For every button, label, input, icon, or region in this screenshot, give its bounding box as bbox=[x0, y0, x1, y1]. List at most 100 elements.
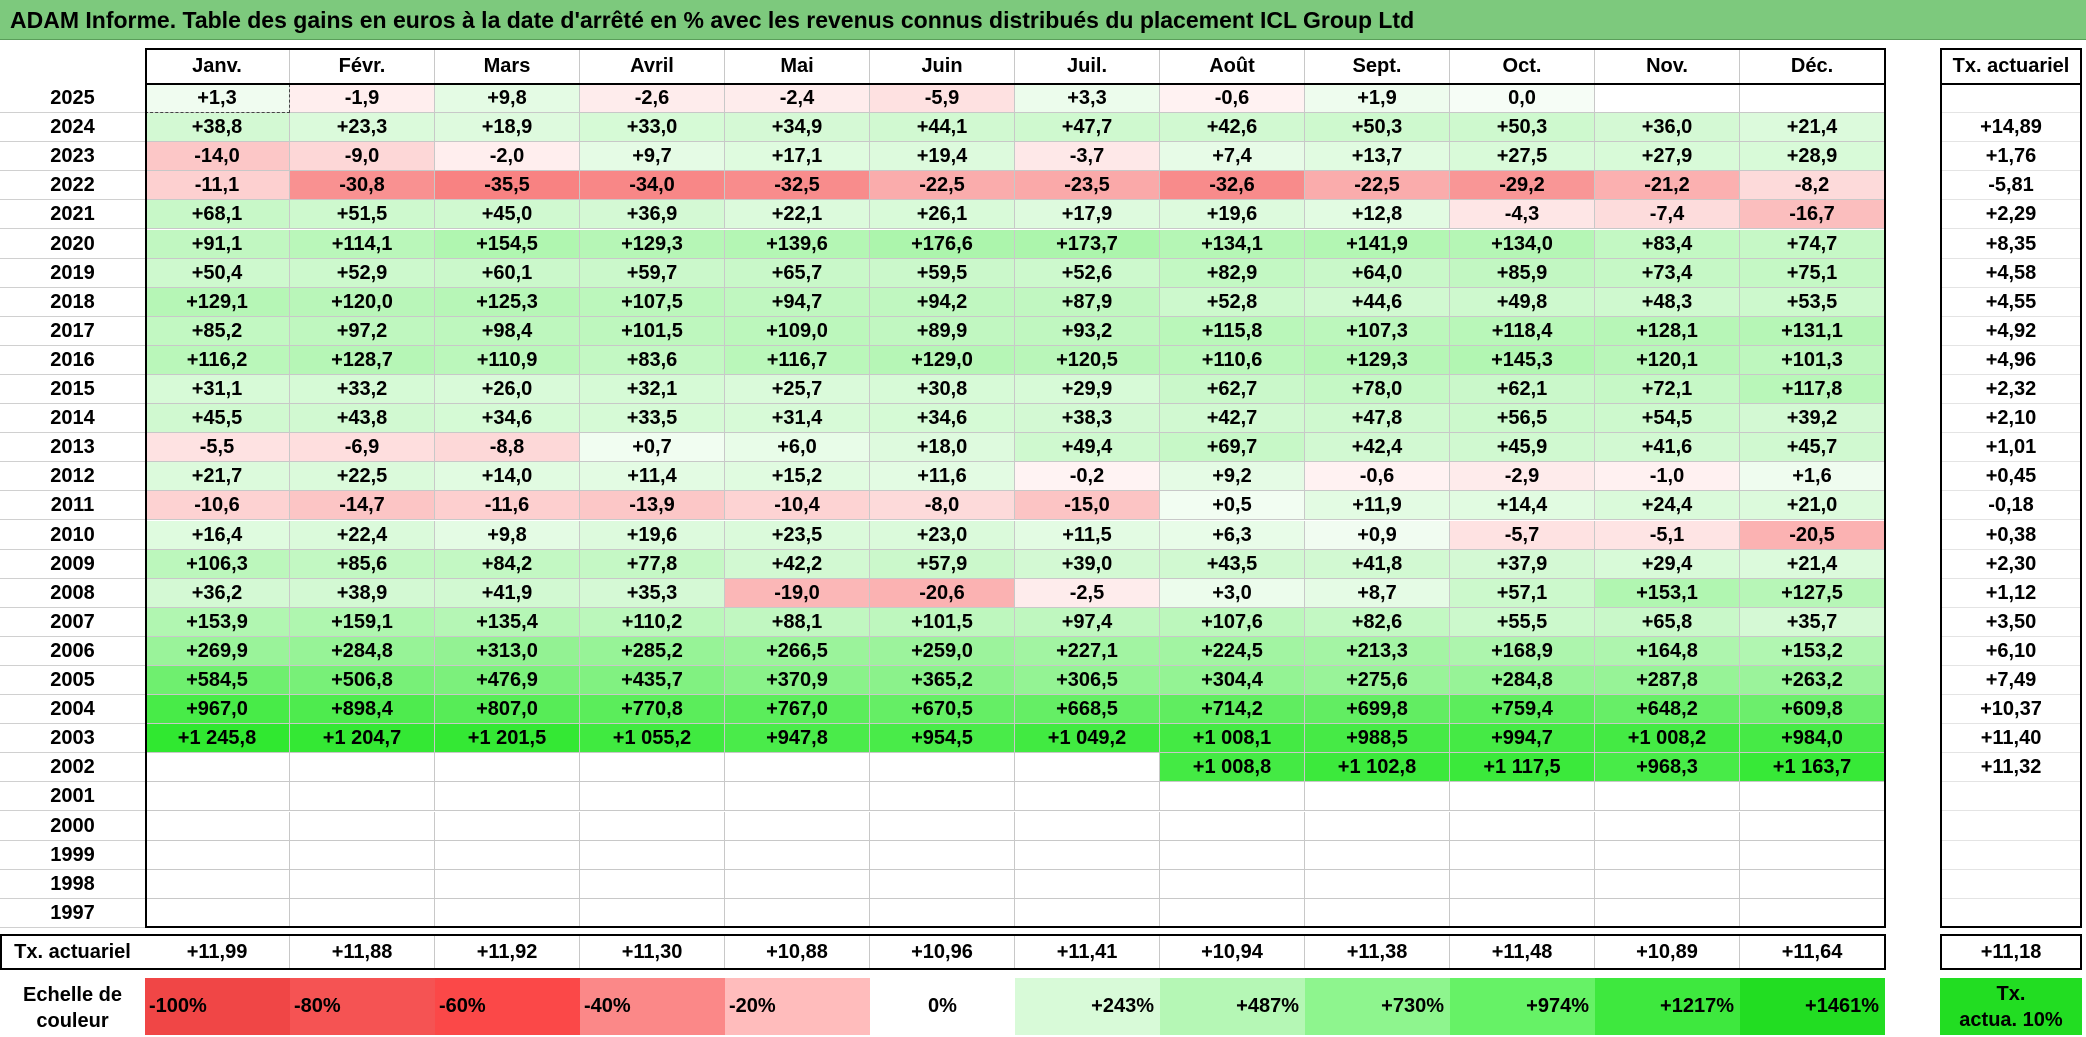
footer-rate-value: +11,92 bbox=[435, 936, 580, 968]
heatmap-cell bbox=[1450, 898, 1595, 928]
heatmap-cell bbox=[1740, 84, 1885, 114]
heatmap-cell: +57,9 bbox=[870, 549, 1015, 579]
heatmap-cell: +43,8 bbox=[290, 404, 435, 434]
heatmap-cell bbox=[1015, 753, 1160, 783]
heatmap-cell: +42,4 bbox=[1305, 433, 1450, 463]
heatmap-cell bbox=[1160, 782, 1305, 812]
rate-scale-line: actua. 10% bbox=[1959, 1009, 2063, 1031]
heatmap-cell: +37,9 bbox=[1450, 549, 1595, 579]
heatmap-cell: +34,6 bbox=[435, 404, 580, 434]
heatmap-cell bbox=[725, 898, 870, 928]
heatmap-cell: +114,1 bbox=[290, 229, 435, 259]
scale-label-line: couleur bbox=[36, 1010, 109, 1032]
heatmap-cell: +120,5 bbox=[1015, 345, 1160, 375]
heatmap-cell: +168,9 bbox=[1450, 636, 1595, 666]
footer-rate-value: +10,94 bbox=[1160, 936, 1305, 968]
heatmap-cell: +17,1 bbox=[725, 142, 870, 172]
year-label: 2015 bbox=[0, 375, 145, 405]
heatmap-cell: +23,5 bbox=[725, 520, 870, 550]
heatmap-cell: -3,7 bbox=[1015, 142, 1160, 172]
heatmap-cell bbox=[145, 898, 290, 928]
heatmap-cell: -5,5 bbox=[145, 433, 290, 463]
month-header: Janv. bbox=[145, 48, 290, 84]
heatmap-cell: -10,6 bbox=[145, 491, 290, 521]
year-label: 2017 bbox=[0, 317, 145, 346]
heatmap-cell: +14,0 bbox=[435, 462, 580, 492]
heatmap-cell bbox=[1305, 782, 1450, 812]
heatmap-cell: +38,3 bbox=[1015, 404, 1160, 434]
rate-value bbox=[1940, 782, 2082, 812]
heatmap-cell: +153,2 bbox=[1740, 636, 1885, 666]
heatmap-cell: +33,2 bbox=[290, 375, 435, 405]
month-header: Févr. bbox=[290, 48, 435, 84]
heatmap-cell bbox=[1305, 898, 1450, 928]
heatmap-cell: +135,4 bbox=[435, 607, 580, 637]
heatmap-cell: +62,7 bbox=[1160, 375, 1305, 405]
heatmap-cell bbox=[1595, 84, 1740, 114]
heatmap-cell: +770,8 bbox=[580, 695, 725, 725]
heatmap-cell bbox=[725, 840, 870, 870]
heatmap-cell: +101,3 bbox=[1740, 345, 1885, 375]
heatmap-cell: +93,2 bbox=[1015, 316, 1160, 346]
heatmap-cell: +24,4 bbox=[1595, 491, 1740, 521]
heatmap-cell bbox=[1740, 898, 1885, 928]
heatmap-cell: +72,1 bbox=[1595, 375, 1740, 405]
heatmap-cell bbox=[1015, 811, 1160, 841]
heatmap-cell: +134,1 bbox=[1160, 229, 1305, 259]
heatmap-cell: +129,1 bbox=[145, 287, 290, 317]
heatmap-cell bbox=[435, 840, 580, 870]
scale-swatch: -20% bbox=[725, 978, 870, 1035]
heatmap-cell: +263,2 bbox=[1740, 666, 1885, 696]
heatmap-cell: +65,8 bbox=[1595, 607, 1740, 637]
scale-swatch: 0% bbox=[870, 978, 1015, 1035]
heatmap-cell: -20,5 bbox=[1740, 520, 1885, 550]
heatmap-cell: +107,5 bbox=[580, 287, 725, 317]
heatmap-cell: +19,4 bbox=[870, 142, 1015, 172]
footer-label: Tx. actuariel bbox=[14, 941, 131, 963]
year-label: 2004 bbox=[0, 695, 145, 725]
heatmap-cell bbox=[870, 840, 1015, 870]
heatmap-cell: +0,5 bbox=[1160, 491, 1305, 521]
heatmap-cell: +0,7 bbox=[580, 433, 725, 463]
heatmap-cell: +609,8 bbox=[1740, 695, 1885, 725]
heatmap-cell bbox=[580, 898, 725, 928]
heatmap-cell: +42,7 bbox=[1160, 404, 1305, 434]
heatmap-cell: +107,3 bbox=[1305, 316, 1450, 346]
heatmap-cell: +9,2 bbox=[1160, 462, 1305, 492]
month-header: Oct. bbox=[1450, 48, 1595, 84]
heatmap-cell bbox=[435, 753, 580, 783]
heatmap-cell: +139,6 bbox=[725, 229, 870, 259]
heatmap-cell: -7,4 bbox=[1595, 200, 1740, 230]
rate-value bbox=[1940, 841, 2082, 870]
heatmap-cell: +29,4 bbox=[1595, 549, 1740, 579]
footer-rate-value: +11,64 bbox=[1740, 936, 1885, 968]
heatmap-cell bbox=[1015, 869, 1160, 899]
heatmap-cell: +22,4 bbox=[290, 520, 435, 550]
heatmap-cell: +23,3 bbox=[290, 113, 435, 143]
rate-scale-line: Tx. bbox=[1996, 983, 2026, 1005]
heatmap-cell: +110,9 bbox=[435, 345, 580, 375]
heatmap-cell: +34,9 bbox=[725, 113, 870, 143]
heatmap-cell: +78,0 bbox=[1305, 375, 1450, 405]
heatmap-cell: +8,7 bbox=[1305, 578, 1450, 608]
heatmap-cell: +153,9 bbox=[145, 607, 290, 637]
heatmap-cell: -0,6 bbox=[1160, 84, 1305, 114]
heatmap-cell: +173,7 bbox=[1015, 229, 1160, 259]
heatmap-cell: +506,8 bbox=[290, 666, 435, 696]
heatmap-cell: +106,3 bbox=[145, 549, 290, 579]
heatmap-cell bbox=[1450, 869, 1595, 899]
heatmap-cell bbox=[290, 782, 435, 812]
heatmap-cell: -2,9 bbox=[1450, 462, 1595, 492]
heatmap-cell: +18,9 bbox=[435, 113, 580, 143]
heatmap-cell: -4,3 bbox=[1450, 200, 1595, 230]
year-label: 2011 bbox=[0, 491, 145, 521]
heatmap-cell: +21,4 bbox=[1740, 113, 1885, 143]
heatmap-cell: +50,4 bbox=[145, 258, 290, 288]
heatmap-cell: +19,6 bbox=[1160, 200, 1305, 230]
heatmap-cell: +52,6 bbox=[1015, 258, 1160, 288]
heatmap-cell bbox=[145, 782, 290, 812]
year-label: 2009 bbox=[0, 550, 145, 579]
footer-global-rate: +11,18 bbox=[1980, 941, 2042, 963]
heatmap-cell: +714,2 bbox=[1160, 695, 1305, 725]
